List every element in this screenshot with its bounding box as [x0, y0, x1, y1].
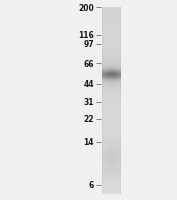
Text: 22: 22 [83, 115, 94, 124]
Text: 200: 200 [78, 4, 94, 12]
Text: 66: 66 [83, 59, 94, 68]
Text: 97: 97 [83, 40, 94, 49]
Text: 6: 6 [88, 180, 94, 189]
Text: 31: 31 [83, 98, 94, 106]
Text: kDa: kDa [76, 0, 94, 2]
Text: 116: 116 [78, 31, 94, 40]
Text: 44: 44 [83, 80, 94, 89]
Text: 14: 14 [83, 138, 94, 147]
